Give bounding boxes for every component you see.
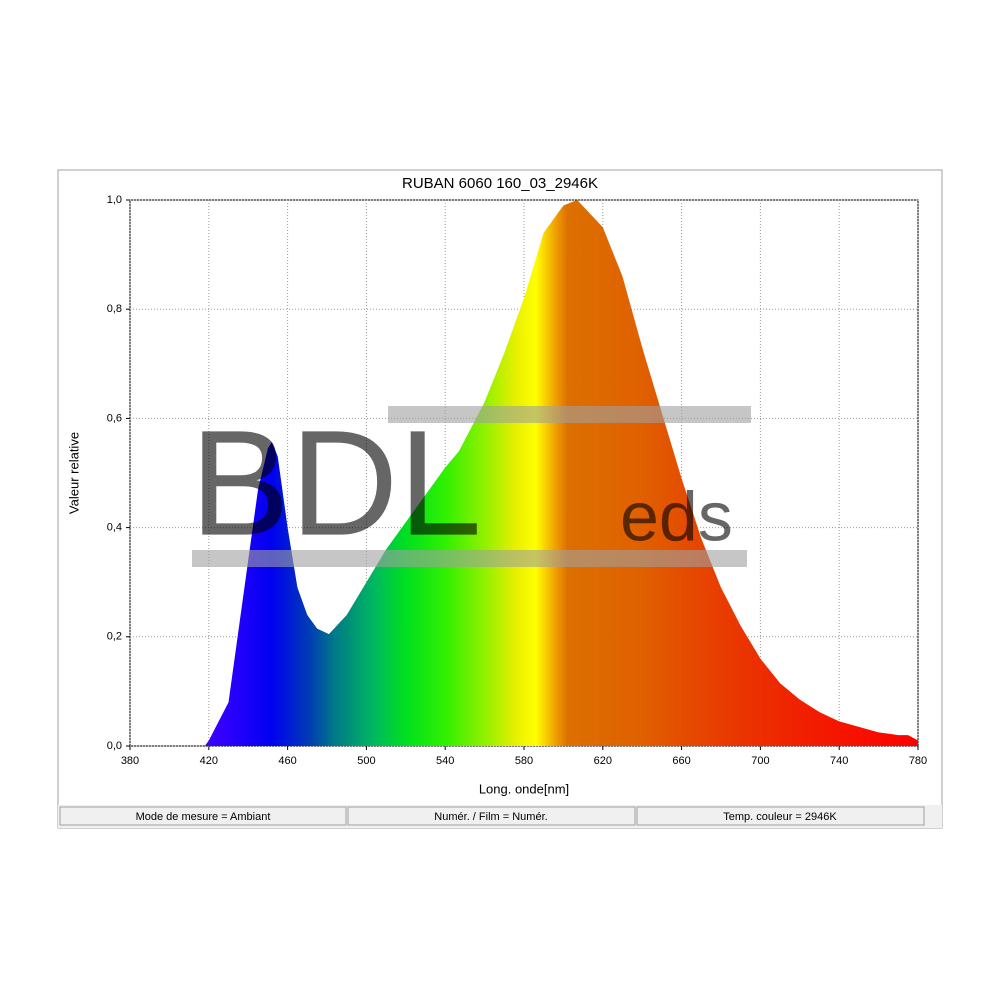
y-tick-label: 0,2 xyxy=(107,631,122,643)
y-tick-label: 0,0 xyxy=(107,740,122,752)
watermark: BDL eds xyxy=(190,399,751,567)
x-tick-label: 660 xyxy=(672,755,690,767)
watermark-text: eds xyxy=(620,477,733,555)
status-cell xyxy=(59,806,347,826)
x-tick-label: 500 xyxy=(357,755,375,767)
y-axis-label: Valeur relative xyxy=(66,432,81,514)
y-tick-label: 0,4 xyxy=(107,522,122,534)
x-tick-label: 540 xyxy=(436,755,454,767)
y-tick-label: 0,6 xyxy=(107,412,122,424)
x-tick-label: 380 xyxy=(121,755,139,767)
spectrum-area xyxy=(204,200,919,746)
x-axis-label: Long. onde[nm] xyxy=(479,781,569,796)
status-cell xyxy=(636,806,925,826)
watermark-bar xyxy=(388,406,751,423)
chart-title: RUBAN 6060 160_03_2946K xyxy=(402,175,598,192)
status-text: Mode de mesure = Ambiant xyxy=(136,811,271,823)
x-tick-label: 700 xyxy=(751,755,769,767)
x-tick-label: 420 xyxy=(200,755,218,767)
watermark-text: BDL xyxy=(190,399,482,567)
x-tick-label: 580 xyxy=(515,755,533,767)
y-tick-label: 1,0 xyxy=(107,194,122,206)
status-text: Temp. couleur = 2946K xyxy=(723,811,837,823)
x-tick-label: 460 xyxy=(278,755,296,767)
marks xyxy=(204,200,919,746)
watermark-bar xyxy=(192,550,747,567)
x-tick-label: 620 xyxy=(594,755,612,767)
x-tick-label: 780 xyxy=(909,755,927,767)
status-cell xyxy=(347,806,636,826)
x-tick-label: 740 xyxy=(830,755,848,767)
y-tick-label: 0,8 xyxy=(107,303,122,315)
status-text: Numér. / Film = Numér. xyxy=(434,811,547,823)
